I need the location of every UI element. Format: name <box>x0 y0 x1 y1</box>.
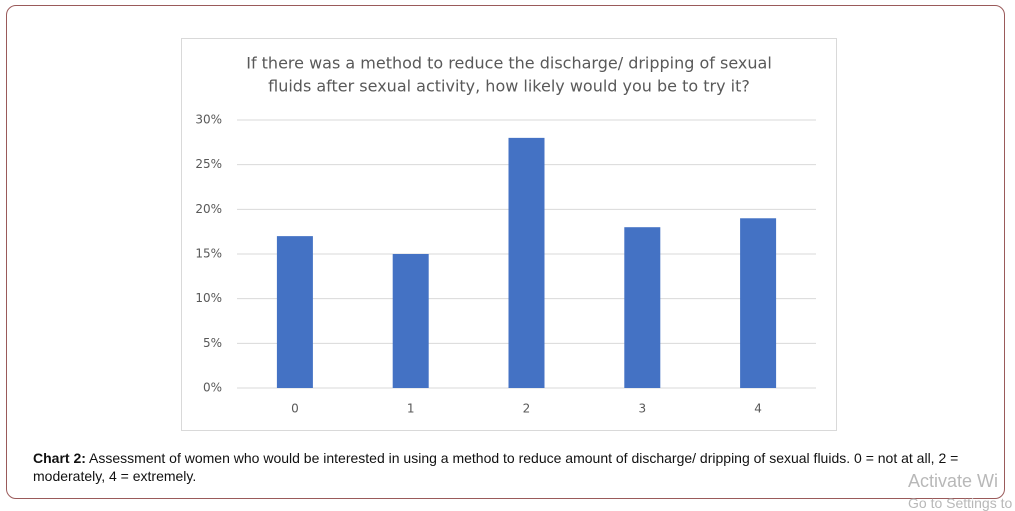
chart-title-line: fluids after sexual activity, how likely… <box>268 77 750 96</box>
watermark-title: Activate Wi <box>908 471 999 491</box>
x-tick-label: 4 <box>754 402 762 416</box>
y-tick-label: 10% <box>195 291 222 305</box>
chart-container: If there was a method to reduce the disc… <box>181 38 837 431</box>
caption-text: Assessment of women who would be interes… <box>33 450 959 484</box>
bar <box>508 137 545 388</box>
y-tick-label: 5% <box>203 336 222 350</box>
bar <box>740 218 777 388</box>
y-tick-label: 20% <box>195 202 222 216</box>
bar <box>276 236 313 388</box>
x-tick-label: 3 <box>638 402 646 416</box>
x-tick-label: 2 <box>523 402 531 416</box>
bar <box>624 227 661 388</box>
chart-title-line: If there was a method to reduce the disc… <box>246 54 772 73</box>
watermark-subtitle: Go to Settings to <box>908 495 1013 511</box>
y-tick-label: 15% <box>195 247 222 261</box>
figure-frame <box>6 5 1005 499</box>
x-tick-label: 1 <box>407 402 415 416</box>
chart: If there was a method to reduce the disc… <box>195 54 816 416</box>
x-tick-label: 0 <box>291 402 299 416</box>
bar <box>392 254 429 388</box>
y-tick-label: 0% <box>203 381 222 395</box>
y-tick-label: 30% <box>195 113 222 127</box>
caption: Chart 2: Assessment of women who would b… <box>33 449 1009 485</box>
y-tick-label: 25% <box>195 157 222 171</box>
caption-label: Chart 2: <box>33 450 86 466</box>
